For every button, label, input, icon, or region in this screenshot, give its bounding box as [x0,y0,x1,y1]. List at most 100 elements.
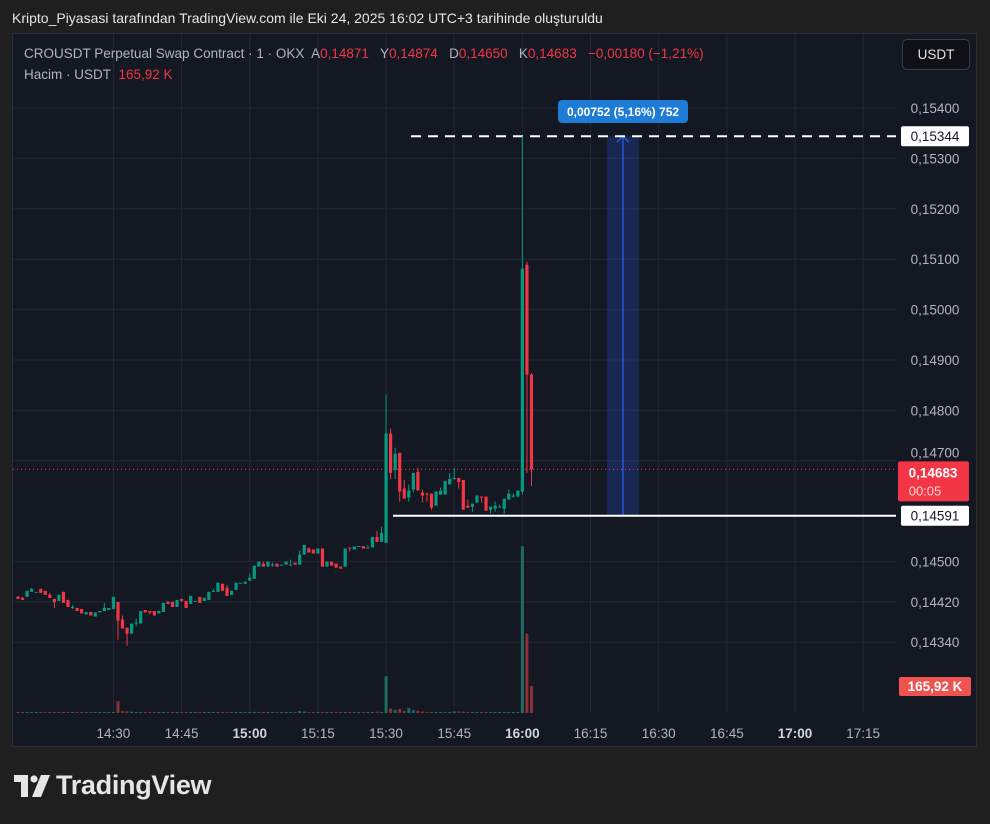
candle-body[interactable] [302,544,306,555]
candle-body[interactable] [234,582,238,590]
candle-body[interactable] [52,598,56,602]
candle-body[interactable] [43,590,47,595]
candle-body[interactable] [316,548,320,554]
candle-body[interactable] [289,564,293,566]
candle-body[interactable] [139,610,143,624]
candle-body[interactable] [461,479,465,510]
candle-body[interactable] [320,548,325,567]
candle-body[interactable] [502,498,506,509]
candle-body[interactable] [70,606,75,608]
candle-body[interactable] [66,599,70,607]
candle-body[interactable] [275,563,279,567]
candle-body[interactable] [48,594,52,598]
candle-body[interactable] [293,562,297,565]
candle-body[interactable] [525,264,529,375]
candle-body[interactable] [107,607,111,610]
candle-body[interactable] [357,545,361,547]
candle-body[interactable] [39,588,43,593]
candle-body[interactable] [343,548,347,567]
volume-label[interactable]: Hacim · USDT [24,67,111,82]
candle-body[interactable] [216,582,220,592]
candle-body[interactable] [334,563,338,568]
candle-body[interactable] [75,607,79,611]
candle-body[interactable] [243,581,247,584]
candle-body[interactable] [411,472,415,490]
candle-body[interactable] [407,490,411,498]
candle-body[interactable] [443,480,447,495]
candle-body[interactable] [429,493,434,508]
candle-body[interactable] [488,506,493,510]
candle-body[interactable] [339,566,343,569]
candle-body[interactable] [425,493,429,495]
candle-body[interactable] [30,588,34,592]
candle-body[interactable] [393,453,397,470]
candle-body[interactable] [270,564,275,566]
candle-body[interactable] [384,433,388,543]
candle-body[interactable] [307,548,311,553]
candle-body[interactable] [284,561,288,565]
candle-body[interactable] [520,268,524,492]
candle-body[interactable] [148,610,152,613]
candle-body[interactable] [239,582,243,584]
candle-body[interactable] [516,490,520,497]
candle-body[interactable] [361,545,365,549]
candle-body[interactable] [434,491,438,506]
candle-body[interactable] [366,547,370,549]
candle-body[interactable] [179,598,184,601]
candle-body[interactable] [89,612,93,616]
candle-body[interactable] [402,488,406,499]
candle-body[interactable] [448,478,452,485]
candle-body[interactable] [479,496,484,498]
candle-body[interactable] [116,601,120,621]
candle-body[interactable] [207,591,211,600]
candle-body[interactable] [184,600,188,608]
candle-body[interactable] [416,471,420,491]
candle-body[interactable] [211,590,215,592]
candle-body[interactable] [257,561,261,567]
time-axis[interactable] [13,713,977,747]
candle-body[interactable] [225,587,229,596]
candle-body[interactable] [325,561,329,567]
candle-body[interactable] [370,536,375,548]
candle-body[interactable] [311,549,315,554]
candle-body[interactable] [220,583,225,591]
candle-body[interactable] [470,503,474,507]
candle-body[interactable] [511,495,515,497]
candle-body[interactable] [507,493,511,500]
candle-body[interactable] [266,561,270,567]
candle-body[interactable] [61,591,66,603]
candle-body[interactable] [198,596,202,603]
candle-body[interactable] [298,554,302,565]
candle-body[interactable] [34,591,38,593]
candle-body[interactable] [475,495,479,503]
candle-body[interactable] [484,496,488,511]
candle-body[interactable] [466,505,470,508]
candle-body[interactable] [143,609,147,613]
candle-body[interactable] [202,597,206,601]
candle-body[interactable] [529,374,534,470]
candle-body[interactable] [261,563,265,567]
chart-panel[interactable]: 0,15400 0,15300 0,15200 0,15100 0,15000 0,149… [12,33,977,747]
candle-body[interactable] [125,627,129,634]
candle-body[interactable] [279,564,284,566]
candle-body[interactable] [161,602,166,612]
candle-body[interactable] [98,610,102,613]
candle-body[interactable] [166,601,170,604]
candle-body[interactable] [329,561,334,566]
candle-body[interactable] [498,506,502,508]
candle-body[interactable] [84,612,88,615]
candle-body[interactable] [152,610,156,616]
candle-body[interactable] [389,433,393,473]
currency-button[interactable]: USDT [902,39,970,70]
candle-body[interactable] [252,565,256,579]
candle-body[interactable] [352,546,356,550]
candle-body[interactable] [229,590,234,595]
candle-body[interactable] [111,596,116,609]
candle-body[interactable] [16,596,20,599]
candle-body[interactable] [457,477,461,482]
candle-body[interactable] [134,622,138,624]
candle-body[interactable] [493,505,497,509]
candle-body[interactable] [375,536,379,542]
candle-body[interactable] [57,594,61,601]
candle-body[interactable] [157,610,161,614]
